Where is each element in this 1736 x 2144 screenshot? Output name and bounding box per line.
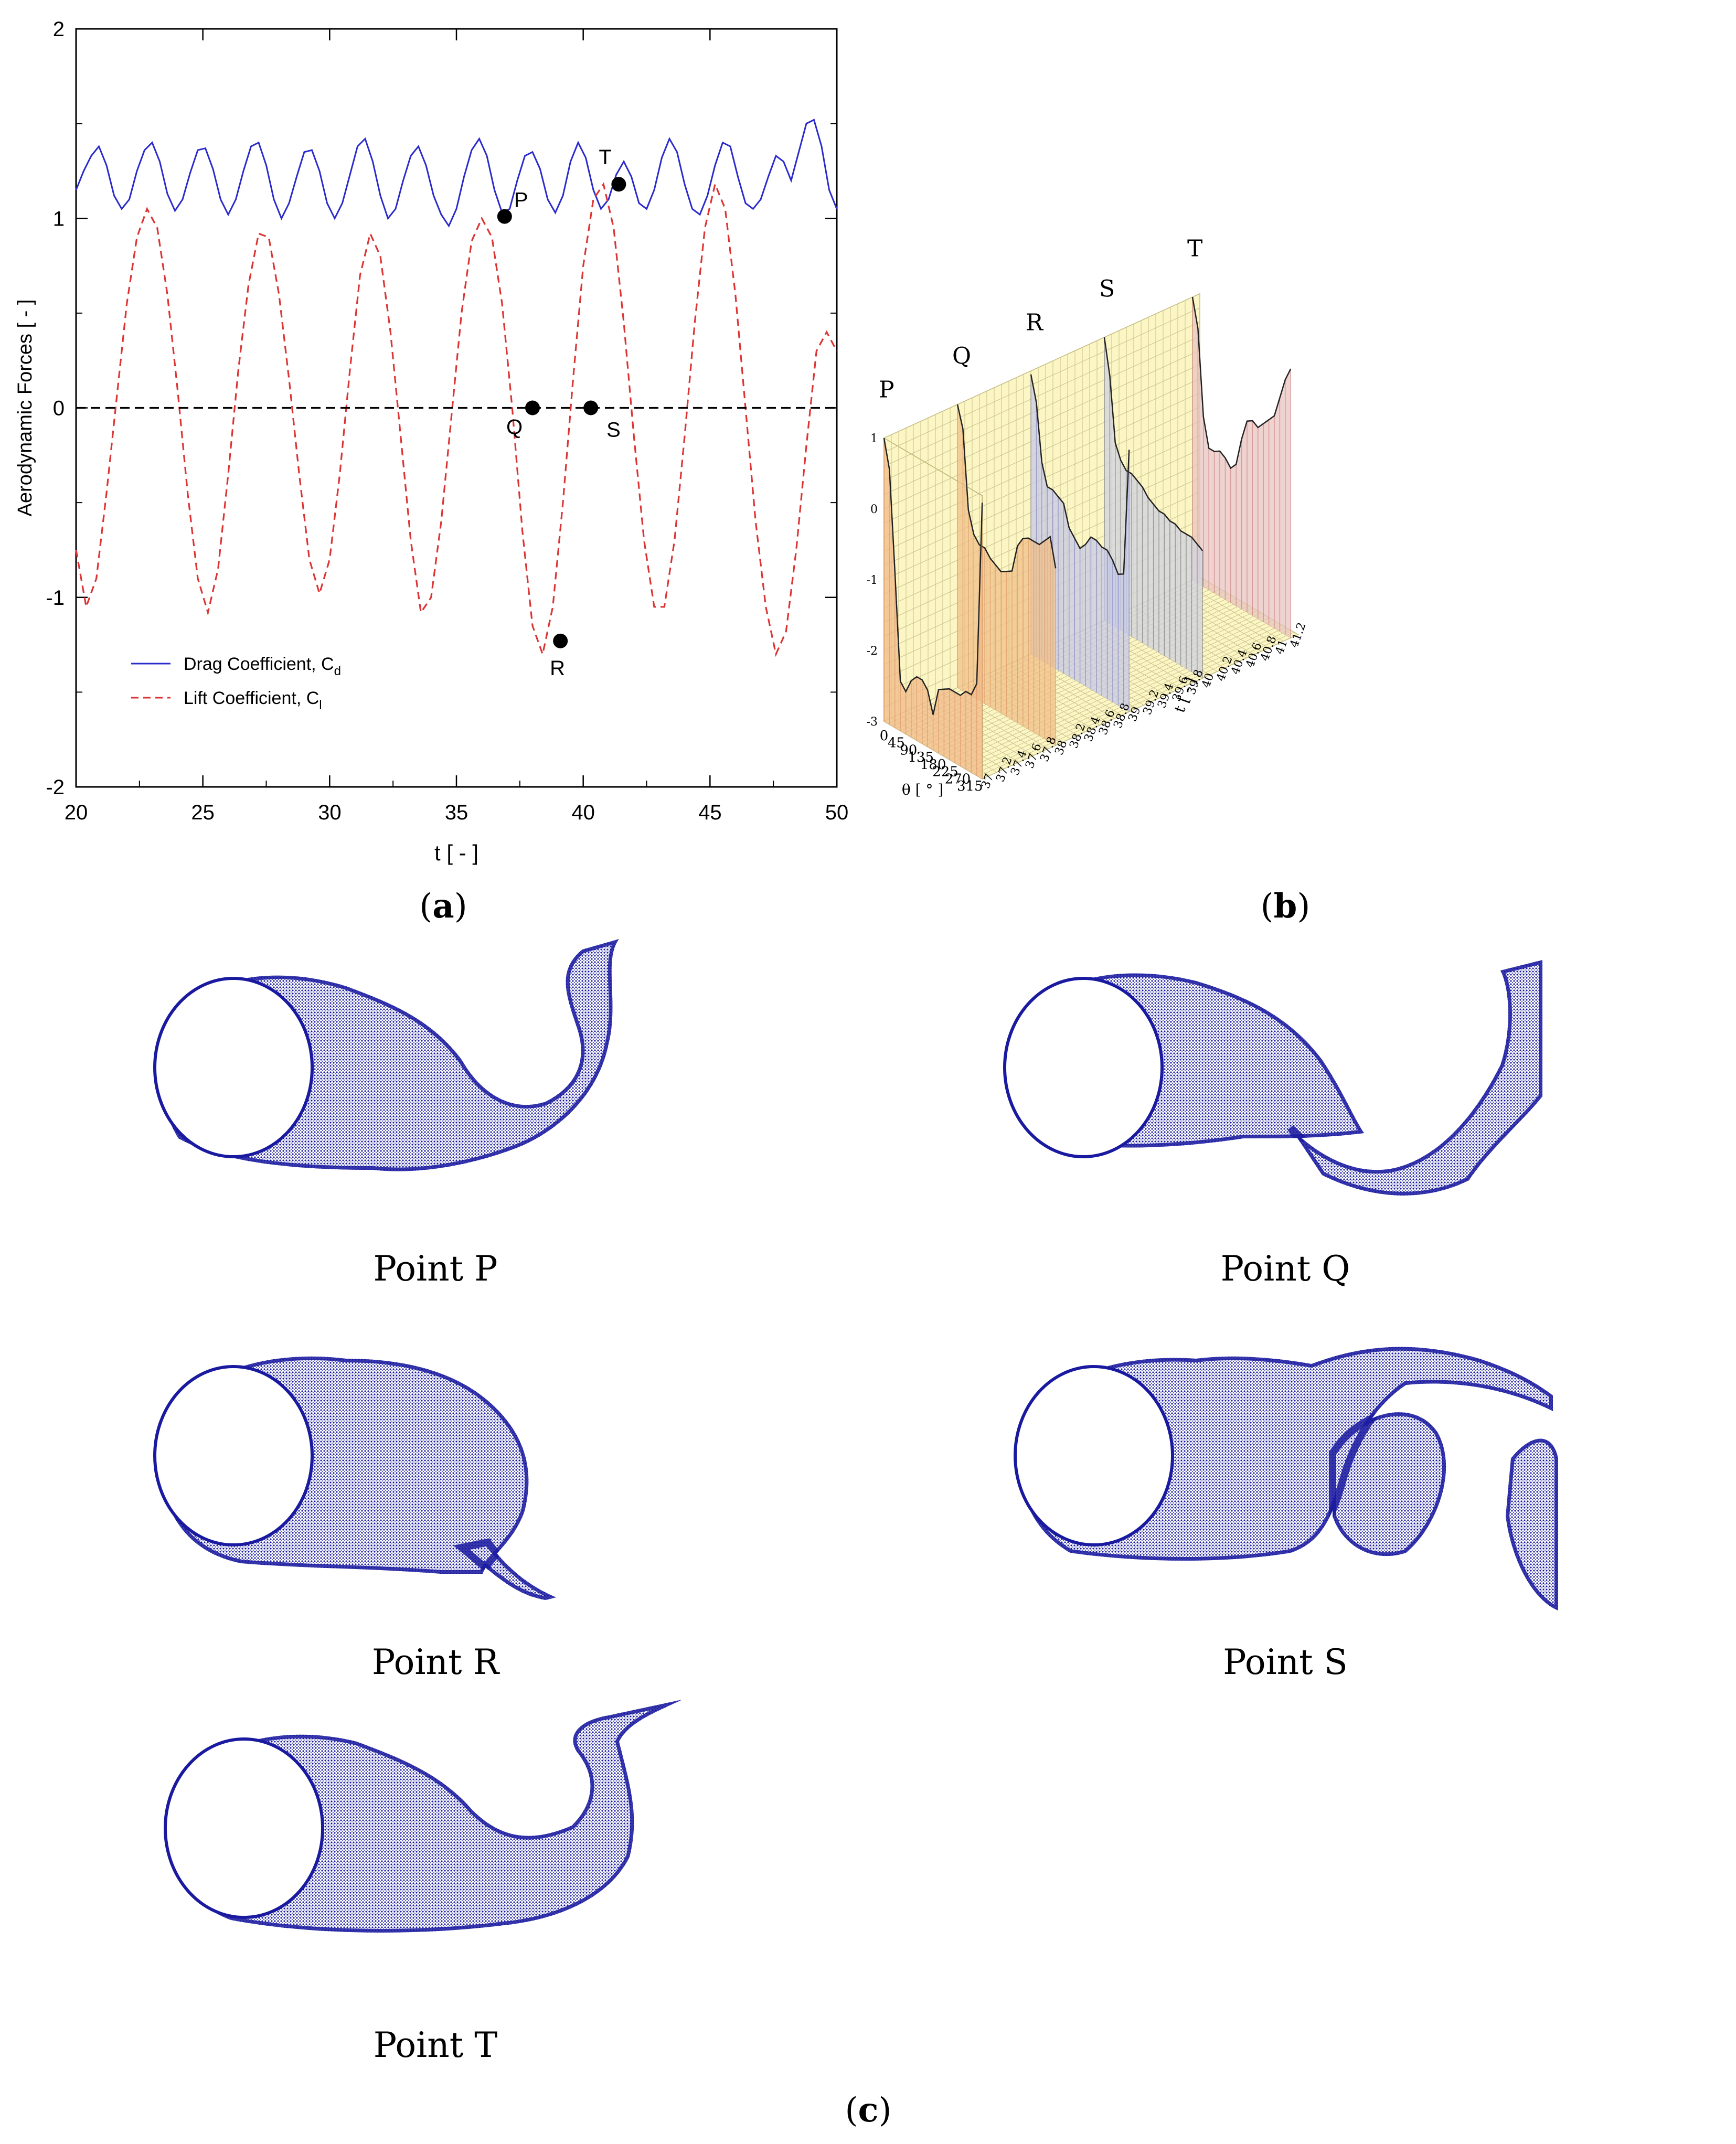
theta-tick-label: 45 xyxy=(888,735,905,751)
cylinder xyxy=(164,1737,324,1919)
grid-line xyxy=(883,293,1200,439)
slice-curve-t xyxy=(1191,296,1292,470)
marker-label-r: R xyxy=(550,657,565,680)
marker-point-r xyxy=(553,633,568,648)
slice-fill-t xyxy=(1192,297,1291,638)
y-tick-label: 2 xyxy=(53,18,65,41)
caption-point-r: Point R xyxy=(371,1642,499,1682)
grid-line xyxy=(883,322,1200,467)
wake-snapshot-t xyxy=(164,1700,682,1933)
cp-tick-label: -3 xyxy=(867,716,878,729)
x-tick-label: 30 xyxy=(318,801,342,824)
theta-tick-label: 90 xyxy=(900,742,917,758)
grid-line xyxy=(982,634,1298,780)
x-tick-label: 25 xyxy=(191,801,215,824)
theta-tick-label: 180 xyxy=(920,757,946,773)
slice-curve-q xyxy=(956,404,1057,573)
slice-label-r: R xyxy=(1026,310,1044,336)
y-axis-label: Aerodynamic Forces [ - ] xyxy=(14,300,36,517)
cylinder xyxy=(153,977,314,1158)
wake-snapshot-s xyxy=(1014,1347,1558,1610)
panel-label-c: (c) xyxy=(845,2090,892,2130)
theta-tick-label: 270 xyxy=(945,771,971,787)
cylinder xyxy=(1003,977,1164,1158)
marker-point-p xyxy=(497,209,512,224)
chart-a: 20 25 30 35 40 45 50 -2 -1 0 1 2 t [ - ] Aerodynamic … xyxy=(14,18,849,865)
grid-line xyxy=(978,632,1294,777)
y-tick-label: 1 xyxy=(53,207,65,230)
marker-point-q xyxy=(525,400,540,415)
cylinder xyxy=(1014,1365,1174,1546)
marker-label-t: T xyxy=(599,146,611,169)
marker-label-q: Q xyxy=(506,416,523,439)
theta-tick-label: 315 xyxy=(957,778,983,794)
x-tick-label: 40 xyxy=(571,801,595,824)
grid-line xyxy=(974,629,1290,775)
cp-tick-label: 1 xyxy=(870,432,878,445)
y-tick-label: 0 xyxy=(53,397,65,420)
y-tick-label: -1 xyxy=(46,586,65,610)
cp-tick-label: 0 xyxy=(870,503,878,516)
marker-point-s xyxy=(583,400,599,415)
grid-line xyxy=(883,336,1200,481)
series-line-lift xyxy=(75,181,838,657)
legend-label-drag: Drag Coefficient, Cd xyxy=(184,654,341,678)
marker-point-t xyxy=(611,177,626,192)
caption-point-q: Point Q xyxy=(1220,1249,1350,1289)
wake-snapshot-r xyxy=(153,1356,556,1600)
y-tick-label: -2 xyxy=(46,776,65,799)
caption-point-s: Point S xyxy=(1223,1642,1348,1682)
slice-label-p: P xyxy=(879,377,894,403)
cylinder xyxy=(153,1365,314,1546)
theta-tick-label: 0 xyxy=(880,728,889,744)
slice-curve-s xyxy=(1103,337,1204,551)
theta-tick-label: 225 xyxy=(932,764,958,780)
chart-b: TSRQP10-1-2-3045901351802252703153737.23… xyxy=(867,236,1309,798)
slice-label-q: Q xyxy=(952,343,971,370)
grid-line xyxy=(883,378,1200,524)
series-line-drag xyxy=(75,119,838,228)
marker-label-p: P xyxy=(514,189,528,212)
slice-label-t: T xyxy=(1187,236,1202,262)
caption-point-p: Point P xyxy=(373,1249,498,1289)
wake-snapshot-p xyxy=(153,939,619,1171)
x-tick-label: 35 xyxy=(445,801,468,824)
grid-line xyxy=(883,350,1200,495)
slice-curve-r xyxy=(1030,374,1130,575)
theta-axis-label: θ [ ° ] xyxy=(902,781,943,798)
slice-label-s: S xyxy=(1099,276,1115,303)
theta-tick-label: 135 xyxy=(908,750,934,765)
x-tick-label: 50 xyxy=(825,801,849,824)
legend-label-lift: Lift Coefficient, Cl xyxy=(184,688,322,712)
caption-point-t: Point T xyxy=(373,2025,498,2065)
wake-snapshot-q xyxy=(1003,960,1542,1196)
cp-tick-label: -2 xyxy=(867,645,878,658)
grid-line xyxy=(883,364,1200,509)
cp-tick-label: -1 xyxy=(867,574,878,587)
x-tick-label: 20 xyxy=(65,801,88,824)
x-axis-label: t [ - ] xyxy=(434,840,478,865)
grid-line xyxy=(883,307,1200,453)
slice-curve-p xyxy=(883,438,983,715)
marker-label-s: S xyxy=(606,419,621,442)
x-tick-label: 45 xyxy=(698,801,722,824)
panel-label-a: (a) xyxy=(419,887,467,926)
panel-label-b: (b) xyxy=(1260,887,1311,926)
